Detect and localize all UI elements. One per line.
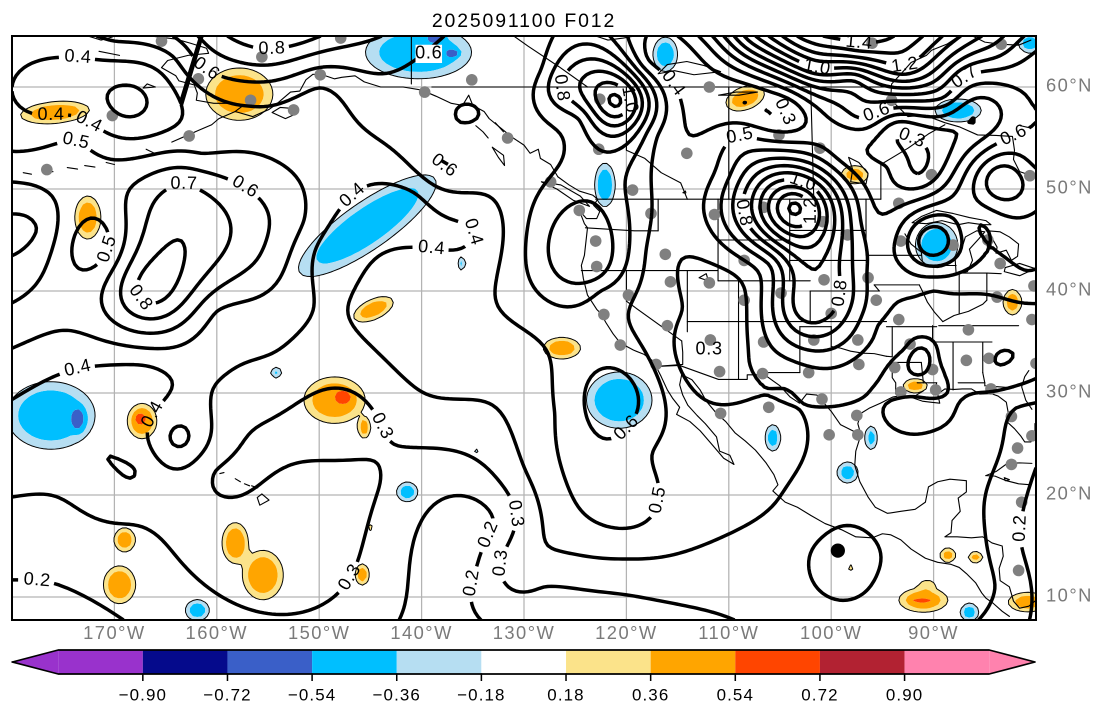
svg-text:1.0: 1.0 xyxy=(802,54,832,79)
svg-text:0.54: 0.54 xyxy=(717,685,754,704)
svg-text:90°W: 90°W xyxy=(908,622,959,643)
svg-text:0.3: 0.3 xyxy=(488,548,511,577)
svg-text:0.2: 0.2 xyxy=(23,568,52,590)
svg-text:0.2: 0.2 xyxy=(1009,514,1030,542)
svg-text:0.8: 0.8 xyxy=(827,278,851,308)
svg-text:50°N: 50°N xyxy=(1046,177,1093,198)
svg-text:1.2: 1.2 xyxy=(800,197,820,224)
svg-text:130°W: 130°W xyxy=(493,622,556,643)
svg-text:0.8: 0.8 xyxy=(551,73,574,103)
svg-text:1.4: 1.4 xyxy=(845,31,874,53)
svg-text:0.3: 0.3 xyxy=(505,499,528,529)
svg-text:0.2: 0.2 xyxy=(459,568,483,598)
svg-text:0.8: 0.8 xyxy=(258,37,286,58)
svg-text:1.0: 1.0 xyxy=(618,84,643,114)
svg-text:0.4: 0.4 xyxy=(417,236,446,258)
svg-text:−0.72: −0.72 xyxy=(203,685,251,704)
svg-text:2025091100 F012: 2025091100 F012 xyxy=(432,10,616,32)
svg-text:−0.90: −0.90 xyxy=(119,685,167,704)
svg-text:140°W: 140°W xyxy=(390,622,453,643)
svg-text:−0.54: −0.54 xyxy=(288,685,336,704)
svg-text:0.18: 0.18 xyxy=(547,685,584,704)
svg-text:0.72: 0.72 xyxy=(801,685,838,704)
svg-text:10°N: 10°N xyxy=(1046,585,1093,606)
svg-text:0.7: 0.7 xyxy=(170,173,197,193)
svg-text:150°W: 150°W xyxy=(288,622,351,643)
svg-text:60°N: 60°N xyxy=(1046,75,1093,96)
svg-text:20°N: 20°N xyxy=(1046,483,1093,504)
svg-text:0.3: 0.3 xyxy=(696,339,723,359)
svg-text:0.4: 0.4 xyxy=(64,45,92,67)
svg-text:1.2: 1.2 xyxy=(890,52,920,76)
svg-text:100°W: 100°W xyxy=(800,622,863,643)
svg-text:0.6: 0.6 xyxy=(415,43,442,63)
svg-text:0.4: 0.4 xyxy=(37,104,64,124)
svg-text:−0.18: −0.18 xyxy=(457,685,505,704)
svg-text:120°W: 120°W xyxy=(595,622,658,643)
svg-text:0.36: 0.36 xyxy=(632,685,669,704)
svg-text:−0.36: −0.36 xyxy=(373,685,421,704)
svg-text:30°N: 30°N xyxy=(1046,381,1093,402)
svg-text:170°W: 170°W xyxy=(83,622,146,643)
svg-text:110°W: 110°W xyxy=(698,622,759,643)
svg-text:160°W: 160°W xyxy=(186,622,249,643)
svg-text:0.8: 0.8 xyxy=(732,198,757,228)
svg-text:0.90: 0.90 xyxy=(886,685,923,704)
svg-text:40°N: 40°N xyxy=(1046,279,1093,300)
